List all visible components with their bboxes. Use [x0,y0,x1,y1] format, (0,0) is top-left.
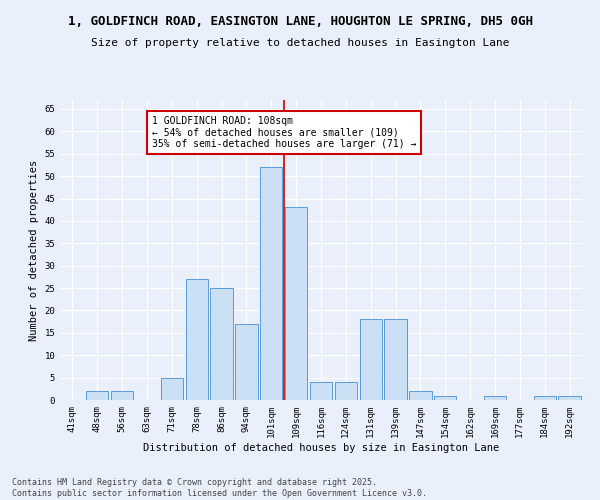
Y-axis label: Number of detached properties: Number of detached properties [29,160,39,340]
Text: 1 GOLDFINCH ROAD: 108sqm
← 54% of detached houses are smaller (109)
35% of semi-: 1 GOLDFINCH ROAD: 108sqm ← 54% of detach… [152,116,416,149]
Bar [359,320,382,400]
Bar [559,396,581,400]
Bar [385,320,407,400]
Bar [310,382,332,400]
Text: 1, GOLDFINCH ROAD, EASINGTON LANE, HOUGHTON LE SPRING, DH5 0GH: 1, GOLDFINCH ROAD, EASINGTON LANE, HOUGH… [67,15,533,28]
Bar [86,391,109,400]
X-axis label: Distribution of detached houses by size in Easington Lane: Distribution of detached houses by size … [143,442,499,452]
Bar [161,378,183,400]
Bar [533,396,556,400]
Bar [211,288,233,400]
Bar [335,382,357,400]
Bar [260,167,283,400]
Bar [434,396,457,400]
Text: Contains HM Land Registry data © Crown copyright and database right 2025.
Contai: Contains HM Land Registry data © Crown c… [12,478,427,498]
Bar [235,324,257,400]
Bar [285,208,307,400]
Text: Size of property relative to detached houses in Easington Lane: Size of property relative to detached ho… [91,38,509,48]
Bar [185,279,208,400]
Bar [484,396,506,400]
Bar [409,391,431,400]
Bar [111,391,133,400]
